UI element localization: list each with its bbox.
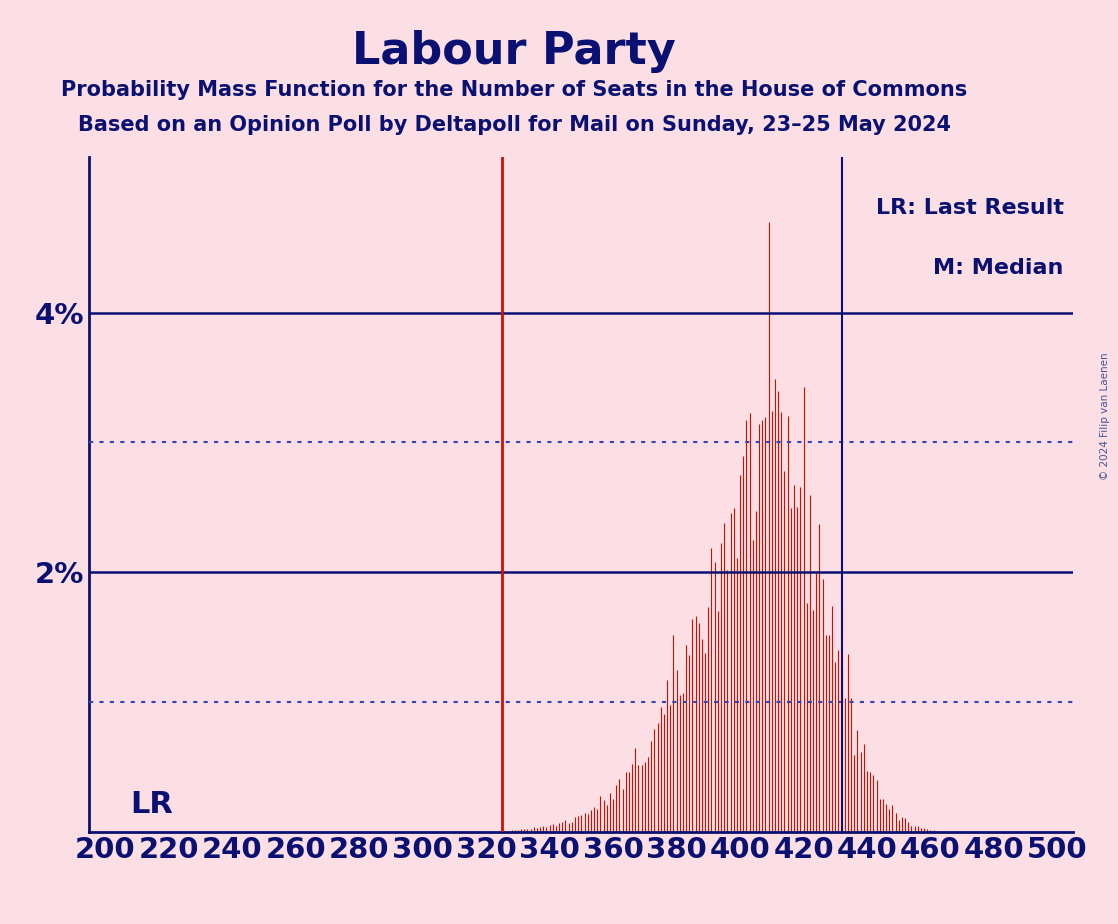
Text: © 2024 Filip van Laenen: © 2024 Filip van Laenen bbox=[1100, 352, 1109, 480]
Text: Labour Party: Labour Party bbox=[352, 30, 676, 73]
Text: LR: Last Result: LR: Last Result bbox=[875, 198, 1063, 217]
Text: LR: LR bbox=[131, 790, 173, 819]
Text: M: Median: M: Median bbox=[934, 259, 1063, 278]
Text: Based on an Opinion Poll by Deltapoll for Mail on Sunday, 23–25 May 2024: Based on an Opinion Poll by Deltapoll fo… bbox=[78, 115, 950, 135]
Text: Probability Mass Function for the Number of Seats in the House of Commons: Probability Mass Function for the Number… bbox=[61, 80, 967, 101]
